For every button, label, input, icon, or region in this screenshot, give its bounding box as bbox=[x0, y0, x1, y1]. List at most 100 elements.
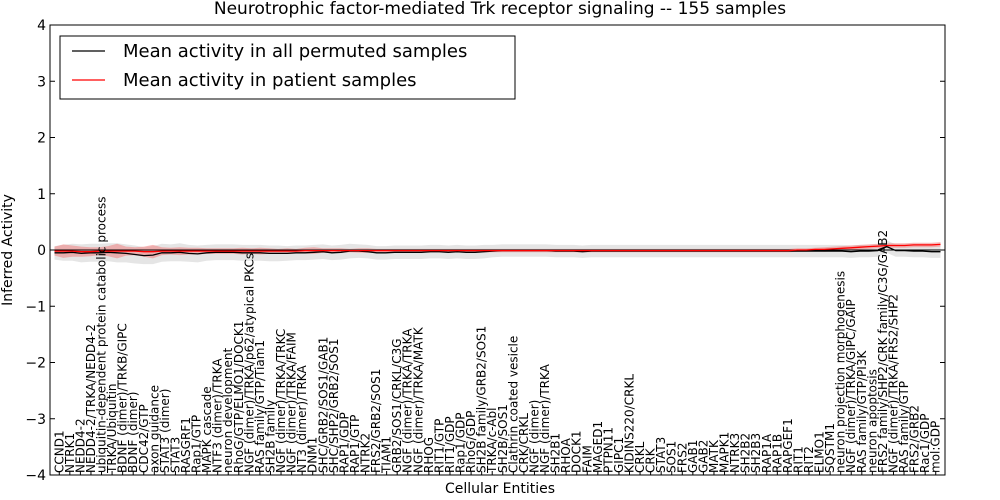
x-tick-label: FRS2 bbox=[675, 443, 689, 474]
y-tick-label: 4 bbox=[37, 18, 46, 34]
x-tick-label: TIAM1 bbox=[380, 436, 394, 474]
x-tick-label: MATK bbox=[707, 439, 721, 473]
x-tick-label: NTF3 (dimer)/TRKA bbox=[211, 358, 225, 473]
x-tick-label: RAP1A bbox=[760, 433, 774, 473]
x-tick-label: RAS family/GTP/Tiam1 bbox=[253, 340, 267, 473]
x-tick-label: SH2B2 bbox=[739, 433, 753, 473]
x-tick-label: RAP1/GTP bbox=[348, 415, 362, 473]
x-tick-label: RIT1/GDP bbox=[443, 416, 457, 473]
x-tick-label: NTRK1 bbox=[63, 433, 77, 473]
x-tick-label: STAT3 bbox=[654, 437, 668, 473]
x-tick-label: RIT1/GTP bbox=[432, 419, 446, 473]
x-tick-label: CCND1 bbox=[52, 430, 66, 473]
x-tick-label: TRKA/c-Abl bbox=[485, 408, 499, 474]
y-tick-label: 0 bbox=[37, 243, 46, 259]
x-tick-label: RAPGEF1 bbox=[781, 418, 795, 473]
x-tick-label: ubiquitin-dependent protein catabolic pr… bbox=[95, 197, 109, 473]
x-tick-label: FRS2/GRB2/SOS1 bbox=[369, 369, 383, 473]
x-tick-label: neuron apoptosis bbox=[865, 369, 879, 473]
x-tick-label: GRB2/SOS1/CRKL/C3G bbox=[390, 338, 404, 473]
x-tick-label: SH2B/SOS1 bbox=[496, 404, 510, 473]
x-tick-label: Rac1/GDP bbox=[918, 414, 932, 473]
x-tick-label: neuron projection morphogenesis bbox=[834, 271, 848, 473]
legend-box bbox=[59, 35, 516, 100]
x-tick-label: SQSTM1 bbox=[823, 423, 837, 473]
x-tick-label: NEDD4-2/TRKA/NEDD4-2 bbox=[84, 324, 98, 473]
x-tick-label: RHOG bbox=[422, 437, 436, 473]
x-tick-label: Rap1/GTP bbox=[190, 415, 204, 473]
x-tick-label: NGF (dimer)/TRKA/p62/atypical PKCs bbox=[242, 253, 256, 473]
x-tick-label: RAP1B bbox=[770, 434, 784, 473]
x-tick-label: NGF (dimer)/TRKA/FAIM bbox=[285, 332, 299, 473]
legend: Mean activity in all permuted samples Mea… bbox=[59, 35, 516, 100]
x-tick-label: FAIM bbox=[580, 445, 594, 473]
x-tick-label: Clathrin coated vesicle bbox=[506, 336, 520, 473]
legend-label-0: Mean activity in all permuted samples bbox=[123, 41, 467, 62]
x-tick-label: NGF (dimer) bbox=[528, 400, 542, 473]
plot-area: −4 −3 −2 −1 0 1 2 3 4 CCND1NTRK1NEDD4-2NEDD4-2/TR… bbox=[25, 18, 946, 484]
x-tick-label: GAB1 bbox=[686, 440, 700, 473]
x-tick-label: neuron development bbox=[221, 348, 235, 473]
x-tick-label: BDNF (dimer) bbox=[126, 392, 140, 474]
x-tick-label: MAPK1 bbox=[718, 432, 732, 473]
line-series-1 bbox=[54, 243, 941, 253]
x-tick-label: CRK bbox=[644, 447, 658, 473]
x-tick-label: RAS family/GTP/PI3K bbox=[855, 350, 869, 473]
x-tick-label: NGF (dimer)/TRKA/TRKA bbox=[401, 328, 415, 473]
x-tick-label: KIDINS220/CRKL bbox=[623, 374, 637, 473]
x-tick-label: DOCK1 bbox=[570, 430, 584, 473]
x-tick-label: RASGRF1 bbox=[179, 417, 193, 473]
x-tick-label: MAPK cascade bbox=[200, 386, 214, 473]
x-tick-label: SH2B1 bbox=[549, 433, 563, 473]
x-tick-label: RAP1/GDP bbox=[337, 412, 351, 473]
x-tick-label: BDNF (dimer)/TRKB/GIPC bbox=[116, 323, 130, 473]
y-tick-label: 3 bbox=[37, 74, 46, 90]
x-tick-label: axon guidance bbox=[147, 385, 161, 473]
y-tick-label: 2 bbox=[37, 131, 46, 147]
x-tick-label: mol:GDP bbox=[929, 421, 943, 473]
x-tick-label: RAS family/GTP bbox=[897, 381, 911, 473]
y-tick-label: 1 bbox=[37, 187, 46, 203]
x-tick-label: TRKA/Ubiquitin bbox=[105, 383, 119, 474]
x-tick-label: NGF (dimer)/TRKA/FRS2/SHP2 bbox=[887, 294, 901, 473]
x-tick-label: NGF (dimer)/TRKA/GIPC/GAIP bbox=[844, 299, 858, 473]
x-tick-label: NTRK3 bbox=[728, 433, 742, 473]
x-tick-label: NTRK2 bbox=[359, 433, 373, 473]
x-tick-label: RIT1 bbox=[791, 446, 805, 473]
x-tick-label: NGF (dimer)/TRKA/TRKC bbox=[274, 329, 288, 473]
x-tick-label: RHOA bbox=[559, 437, 573, 473]
x-tick-label: NT3 (dimer)/TRKA bbox=[295, 365, 309, 473]
y-tick-label: −1 bbox=[25, 299, 46, 315]
x-tick-label: Rap1/GDP bbox=[454, 413, 468, 474]
x-tick-label: GIPC1 bbox=[612, 437, 626, 473]
x-tick-label: PTPN11 bbox=[601, 427, 615, 473]
x-tick-label: MAGED1 bbox=[591, 421, 605, 473]
x-tick-label: GAB2 bbox=[696, 440, 710, 473]
x-tick-label: NGF (dimer)/TRKA/MATK bbox=[411, 326, 425, 473]
x-tick-label: NEDD4-2 bbox=[73, 418, 87, 473]
y-tick-label: −3 bbox=[25, 412, 46, 428]
x-tick-label: RhoG/GDP bbox=[464, 411, 478, 473]
x-tick-label: RIT2 bbox=[802, 446, 816, 473]
legend-label-1: Mean activity in patient samples bbox=[123, 70, 417, 91]
x-tick-label: FRS2/GRB2 bbox=[908, 405, 922, 473]
x-axis-title: Cellular Entities bbox=[445, 481, 555, 497]
x-tick-label: STAT3 (dimer) bbox=[158, 389, 172, 473]
y-tick-label: −4 bbox=[25, 468, 46, 484]
x-tick-label: SH2B family/GRB2/SOS1 bbox=[475, 326, 489, 473]
x-tick-label: DNM1 bbox=[306, 437, 320, 473]
chart-title: Neurotrophic factor-mediated Trk recepto… bbox=[214, 0, 786, 19]
x-tick-label: CRK/CRKL bbox=[517, 413, 531, 473]
x-tick-label: CDC42/GTP bbox=[137, 404, 151, 473]
x-tick-label: SH2B family bbox=[264, 400, 278, 473]
x-tick-label: RhoG/GTP/ELMO1/DOCK1 bbox=[232, 321, 246, 473]
x-tick-label: FRS2 family/SHP2/CRK family/C3G/GAB2 bbox=[876, 230, 890, 473]
y-axis-title: Inferred Activity bbox=[0, 194, 16, 306]
x-tick-label: SH2B3 bbox=[749, 433, 763, 473]
x-tick-label: NGF (dimer)/TRKA bbox=[538, 363, 552, 473]
x-tick-label: SOS1 bbox=[665, 441, 679, 473]
x-tick-label: STAT3 bbox=[168, 437, 182, 473]
y-tick-label: −2 bbox=[25, 356, 46, 372]
x-tick-label: SHC/SHP2/GRB2/SOS1 bbox=[327, 339, 341, 473]
